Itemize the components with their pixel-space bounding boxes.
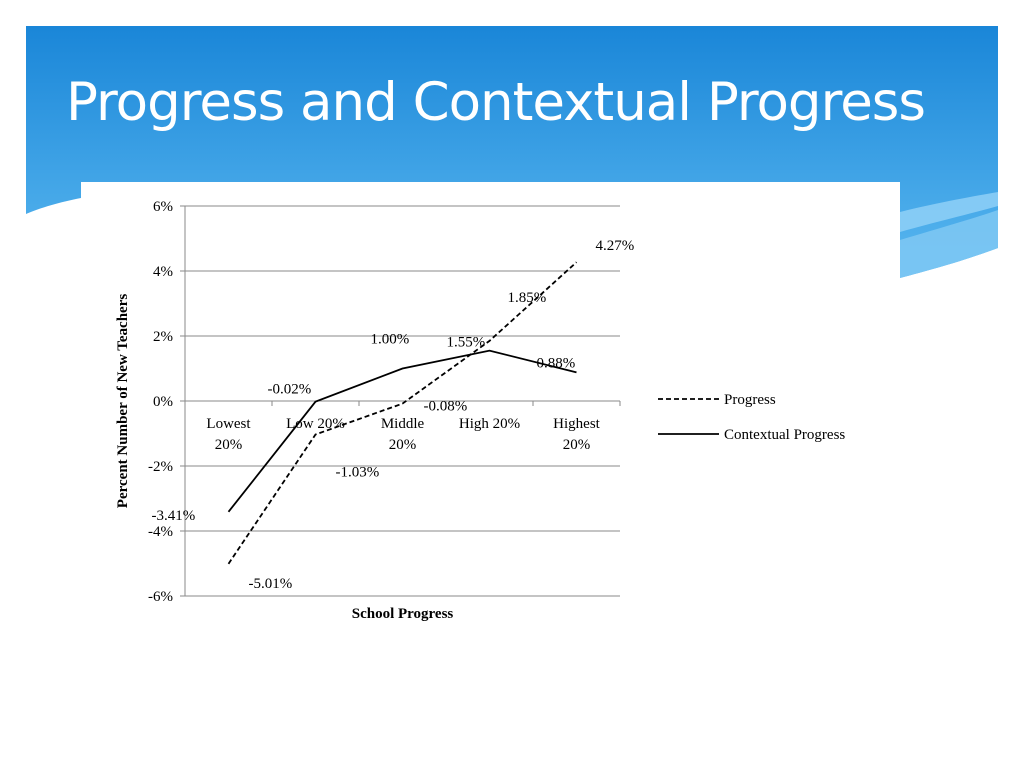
data-label: 0.88% [537, 355, 576, 371]
y-tick-label: 2% [153, 329, 173, 345]
data-label: -0.08% [424, 399, 468, 415]
x-category-label: 20% [563, 437, 591, 453]
data-label: 1.85% [508, 290, 547, 306]
slide-title: Progress and Contextual Progress [66, 72, 926, 133]
y-tick-label: 0% [153, 394, 173, 410]
y-tick-label: 6% [153, 199, 173, 215]
data-label: 1.00% [371, 332, 410, 348]
data-label: -3.41% [152, 508, 196, 524]
data-label: 4.27% [596, 238, 635, 254]
legend-label: Contextual Progress [724, 427, 845, 443]
x-category-label: 20% [215, 437, 243, 453]
x-category-label: High 20% [459, 416, 520, 432]
x-category-label: Highest [553, 416, 600, 432]
x-category-label: Low 20% [286, 416, 345, 432]
data-label: -5.01% [249, 576, 293, 592]
banner-swoosh-2 [900, 210, 998, 278]
y-tick-label: -4% [148, 524, 173, 540]
legend-label: Progress [724, 392, 776, 408]
line-chart: 6% 4% 2% 0% -2% -4% -6% Lowest 20% Low 20% Middle 2… [115, 199, 845, 622]
y-tick-label: 4% [153, 264, 173, 280]
x-axis-title: School Progress [352, 606, 454, 622]
banner-swoosh [900, 192, 998, 232]
y-axis-title: Percent Number of New Teachers [115, 294, 131, 509]
banner-background [26, 26, 998, 278]
data-label: 1.55% [447, 335, 486, 351]
data-label: -0.02% [268, 382, 312, 398]
progress-series-line [227, 261, 578, 565]
y-tick-label: -6% [148, 589, 173, 605]
x-category-label: 20% [389, 437, 417, 453]
y-tick-label: -2% [148, 459, 173, 475]
x-category-label: Middle [381, 416, 425, 432]
chart-panel: 6% 4% 2% 0% -2% -4% -6% Lowest 20% Low 20% Middle 2… [81, 182, 900, 632]
title-banner [26, 26, 998, 278]
x-category-label: Lowest [206, 416, 251, 432]
data-label: -1.03% [336, 464, 380, 480]
